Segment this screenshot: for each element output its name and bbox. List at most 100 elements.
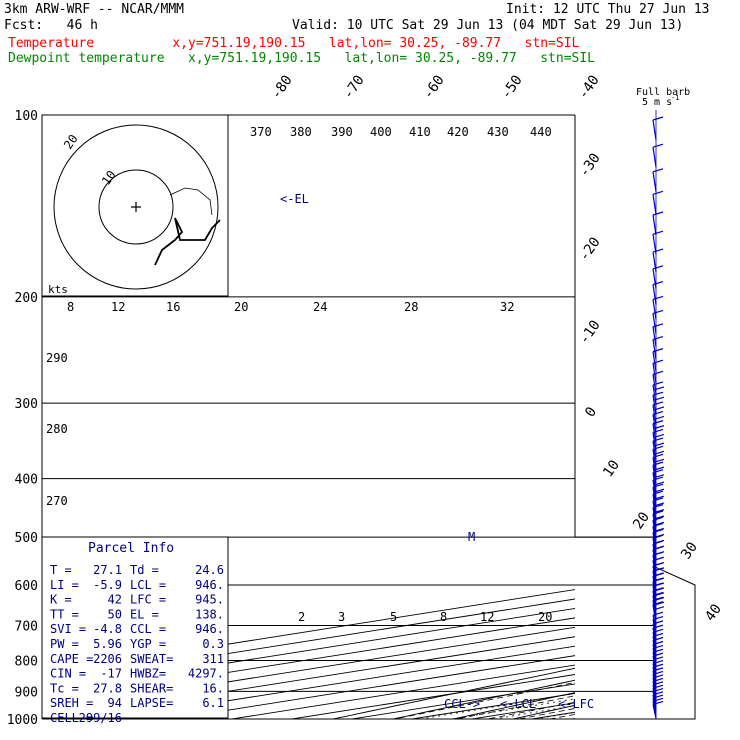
moist-adiabat-line [485, 701, 575, 719]
theta-e-tick-label: 270 [46, 494, 68, 508]
mixing-ratio-tick-label: 3 [338, 610, 345, 624]
temperature-tick-label: -80 [268, 72, 296, 102]
parcel-row-value: 946. [195, 578, 224, 592]
dry-adiabat-line [571, 718, 575, 719]
moist-adiabat-line [601, 297, 740, 732]
wind-barb [652, 677, 664, 696]
isotherm-line [291, 674, 575, 719]
parcel-row-value: 945. [195, 593, 224, 607]
wind-barb [652, 359, 664, 384]
parcel-row-value: 299/16 [79, 711, 122, 725]
init-time: Init: 12 UTC Thu 27 Jun 13 [506, 2, 710, 17]
hodograph-speed-tick: 20 [234, 300, 248, 314]
hodograph-unit-label: kts [48, 283, 68, 296]
isotherm-line [42, 598, 575, 684]
parcel-row-value: 50 [108, 607, 122, 621]
theta-e-tick-label: 290 [46, 351, 68, 365]
pressure-tick-label: 200 [15, 291, 38, 306]
barb-header-label: 5 m s [642, 97, 672, 108]
isotherm-line [42, 589, 575, 674]
theta-e-tick-label: 280 [46, 422, 68, 436]
parcel-row-value: -5.9 [93, 578, 122, 592]
pressure-tick-label: 900 [15, 685, 38, 700]
parcel-row-label: CCL = [130, 622, 166, 636]
hodograph-speed-tick: 32 [500, 300, 514, 314]
parcel-row-value: 0.3 [202, 637, 224, 651]
hodograph-trace [169, 187, 213, 216]
parcel-row-label: LCL = [130, 578, 166, 592]
parcel-row-label: PW = [50, 637, 79, 651]
parcel-row-value: 6.1 [202, 696, 224, 710]
temperature-tick-label: -70 [340, 72, 368, 102]
wind-barb [652, 281, 664, 305]
wind-barb [652, 681, 664, 699]
pressure-tick-label: 400 [15, 473, 38, 488]
theta-tick-label: 370 [250, 125, 272, 139]
parcel-row-label: T = [50, 563, 72, 577]
parcel-row-label: Tc = [50, 681, 79, 695]
parcel-row-label: CELL = [50, 711, 93, 725]
hodograph-ring-label: 10 [99, 168, 119, 188]
temperature-tick-label: -30 [576, 150, 604, 180]
parcel-row-label: Td = [130, 563, 159, 577]
pressure-tick-label: 700 [15, 619, 38, 634]
parcel-row-value: 4297. [188, 667, 224, 681]
mixing-ratio-tick-label: 20 [538, 610, 552, 624]
theta-tick-label: 430 [487, 125, 509, 139]
parcel-row-value: -4.8 [93, 622, 122, 636]
parcel-info-panel [41, 536, 229, 719]
temperature-tick-label: 40 [702, 601, 725, 624]
model-title: 3km ARW-WRF -- NCAR/MMM [4, 2, 185, 17]
dewpoint-legend: Dewpoint temperature x,y=751.19,190.15 l… [8, 51, 595, 66]
parcel-info-title: Parcel Info [88, 541, 174, 556]
pressure-tick-label: 100 [15, 109, 38, 124]
temperature-tick-label: 20 [630, 509, 653, 532]
temperature-tick-label: -40 [575, 72, 603, 102]
el-marker: <-EL [280, 192, 309, 206]
parcel-row-value: -17 [100, 667, 122, 681]
dry-adiabat-line [330, 667, 575, 719]
dry-adiabat-line [699, 115, 740, 732]
isotherm-line [42, 607, 575, 693]
wind-barb [652, 348, 664, 372]
parcel-row-label: YGP = [130, 637, 166, 651]
moist-adiabat-line [516, 708, 575, 719]
temperature-tick-label: -20 [576, 234, 604, 264]
parcel-row-label: HWBZ= [130, 667, 166, 681]
hodograph-ring [53, 124, 219, 290]
isotherm-line [531, 711, 575, 719]
moist-adiabat-line [547, 713, 575, 719]
parcel-row-value: 27.1 [93, 563, 122, 577]
wind-barb [652, 691, 664, 709]
hodograph-origin [131, 202, 141, 212]
dry-adiabat-line [450, 692, 575, 719]
parcel-row-label: SWEAT= [130, 652, 173, 666]
wind-barb [652, 168, 664, 192]
hodograph-speed-tick: 8 [67, 300, 74, 314]
temperature-tick-label: 0 [582, 404, 600, 420]
parcel-row-label: CIN = [50, 667, 86, 681]
hodograph-ring-label: 20 [61, 132, 81, 152]
hodograph-speed-tick: 16 [166, 300, 180, 314]
isotherm-line [42, 617, 575, 703]
isotherm-line [411, 692, 575, 719]
barb-header-label: -1 [671, 94, 679, 102]
temperature-profile [635, 120, 740, 719]
mixing-ratio-line [452, 698, 575, 719]
wind-barb [652, 684, 664, 703]
ccl-marker: CCL-> [444, 697, 480, 711]
mixing-ratio-tick-label: 8 [440, 610, 447, 624]
pressure-tick-label: 500 [15, 531, 38, 546]
temperature-tick-label: -60 [420, 72, 448, 102]
pressure-tick-label: 800 [15, 654, 38, 669]
mixing-ratio-line [620, 585, 740, 719]
theta-tick-label: 420 [447, 125, 469, 139]
wind-barb [652, 116, 664, 141]
parcel-row-value: 16. [202, 681, 224, 695]
wind-barb [652, 323, 664, 347]
hodograph-speed-tick: 28 [404, 300, 418, 314]
m-marker: M [468, 530, 475, 544]
parcel-row-label: LI = [50, 578, 79, 592]
temperature-legend: Temperature x,y=751.19,190.15 lat,lon= 3… [8, 36, 580, 51]
